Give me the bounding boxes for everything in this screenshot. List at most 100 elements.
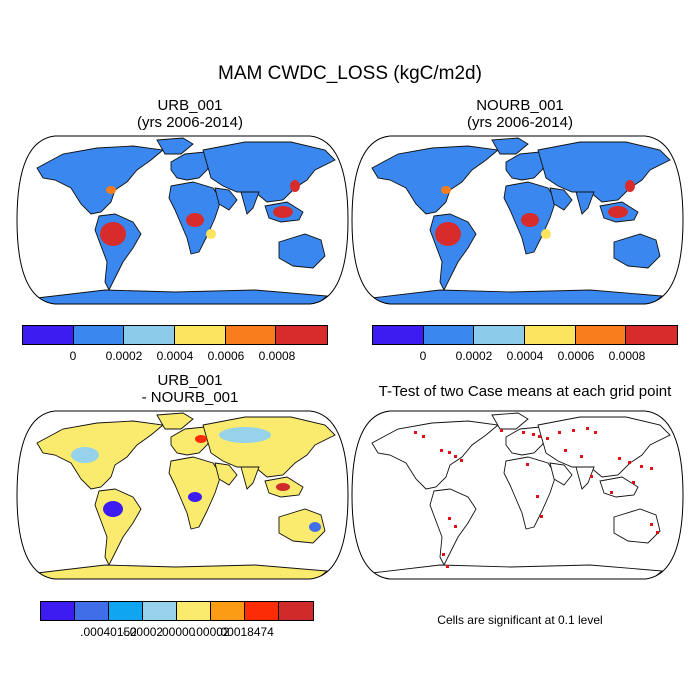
map-urb-congo-hotspot: [186, 213, 204, 227]
significant-cell-8: [532, 433, 535, 436]
significant-cell-4: [454, 455, 457, 458]
significant-cell-17: [640, 465, 643, 468]
significant-cell-14: [594, 431, 597, 434]
cbar-nourb-label-3: 0.0006: [557, 349, 595, 363]
cbar-urb-label-1: 0.0002: [105, 349, 143, 363]
map-urb-asia: [202, 141, 336, 203]
significant-cell-21: [442, 553, 445, 556]
map-diff-india: [240, 466, 260, 490]
significant-cell-24: [540, 515, 543, 518]
cbar-diff-label-0: .00040152: [80, 625, 137, 639]
map-ttest-south-america: [429, 488, 477, 567]
significant-cell-5: [460, 459, 463, 462]
cbar-diff-label-1: -.00002: [122, 625, 164, 639]
panel-ttest-title: T-Test of two Case means at each grid po…: [378, 383, 672, 400]
map-urb-indonesia-hotspot: [273, 206, 293, 218]
panel-urb-title: URB_001 (yrs 2006-2014): [35, 97, 345, 131]
map-diff-antarctica: [35, 564, 329, 579]
significant-cell-2: [440, 449, 443, 452]
map-diff-europe-increase: [195, 435, 207, 443]
map-nourb-antarctica: [370, 289, 664, 304]
cbar-urb-swatch-2: [124, 326, 175, 344]
significance-note: Cells are significant at 0.1 level: [437, 613, 603, 627]
significant-cell-12: [572, 429, 575, 432]
cbar-urb-label-4: 0.0008: [258, 349, 296, 363]
cbar-nourb-swatch-4: [575, 326, 627, 344]
map-diff-na-west-mix: [71, 447, 99, 463]
cbar-nourb-swatch-1: [423, 326, 475, 344]
panel-diff-title: URB_001 - NOURB_001: [35, 372, 345, 406]
cbar-urb-label-0: 0: [69, 349, 77, 363]
map-nourb-congo-hotspot: [521, 213, 539, 227]
map-diff-border: [16, 410, 349, 580]
map-nourb-europe: [505, 151, 549, 181]
map-ttest-asia: [537, 416, 671, 478]
significant-cell-29: [656, 531, 659, 534]
map-diff-north-america: [36, 420, 165, 490]
map-ttest-europe: [505, 426, 549, 456]
significant-cell-10: [546, 437, 549, 440]
cbar-nourb-swatch-5: [626, 326, 677, 344]
cbar-urb-swatch-1: [73, 326, 125, 344]
cbar-diff-label-2: .00000: [158, 625, 196, 639]
significant-cell-13: [586, 427, 589, 430]
panel-nourb-title-line2: (yrs 2006-2014): [467, 114, 573, 131]
cbar-diff-swatch-7: [279, 602, 313, 620]
cbar-urb-swatch-0: [23, 326, 74, 344]
cbar-diff-label-3: .00002: [192, 625, 230, 639]
map-nourb-southern-africa-mid: [541, 229, 551, 239]
significant-cell-20: [454, 525, 457, 528]
significant-cell-25: [590, 475, 593, 478]
map-nourb-asia: [537, 141, 671, 203]
map-urb-europe: [170, 151, 214, 181]
map-ttest-border: [351, 410, 684, 580]
map-diff-australia-east-decrease: [309, 522, 321, 532]
map-nourb-india: [575, 191, 595, 215]
cbar-diff-swatch-2: [109, 602, 143, 620]
map-nourb: [351, 135, 684, 305]
panel-nourb-title: NOURB_001 (yrs 2006-2014): [365, 97, 675, 131]
map-urb-arabia: [214, 187, 238, 211]
cbar-urb-swatch-3: [174, 326, 226, 344]
map-diff-europe: [170, 426, 214, 456]
significant-cell-15: [618, 457, 621, 460]
cbar-nourb-label-0: 0: [419, 349, 427, 363]
map-ttest-india: [575, 466, 595, 490]
map-urb: [16, 135, 349, 305]
map-urb-australia: [278, 233, 326, 269]
cbar-diff-swatch-6: [245, 602, 279, 620]
map-diff-australia: [278, 508, 326, 544]
cbar-diff-swatch-3: [143, 602, 177, 620]
significant-cell-32: [580, 455, 583, 458]
significant-cell-7: [522, 431, 525, 434]
map-urb-amazon-hotspot: [100, 222, 126, 246]
cbar-diff-swatch-0: [41, 602, 75, 620]
map-urb-southern-africa-mid: [206, 229, 216, 239]
map-nourb-arabia: [549, 187, 573, 211]
map-diff-indonesia-increase: [276, 483, 290, 491]
significant-cell-16: [628, 461, 631, 464]
map-nourb-indonesia-hotspot: [608, 206, 628, 218]
map-ttest-africa: [503, 456, 557, 530]
cbar-diff-swatch-5: [211, 602, 245, 620]
map-diff-asia-mix: [219, 427, 271, 443]
significant-cell-22: [446, 565, 449, 568]
significant-cell-0: [414, 431, 417, 434]
map-diff: [16, 410, 349, 580]
map-ttest-north-america: [371, 420, 500, 490]
cbar-diff-swatch-1: [75, 602, 109, 620]
significant-cell-30: [526, 463, 529, 466]
cbar-urb-swatch-4: [225, 326, 277, 344]
map-diff-arabia: [214, 462, 238, 486]
significant-cell-31: [564, 449, 567, 452]
map-ttest-se-asia-islands: [599, 476, 639, 498]
panel-urb-title-line1: URB_001: [157, 97, 223, 114]
panel-urb-title-line2: (yrs 2006-2014): [137, 114, 243, 131]
cbar-nourb-swatch-0: [373, 326, 424, 344]
map-urb-us-east-hotspot: [106, 186, 116, 194]
map-diff-congo-decrease: [188, 492, 202, 502]
cbar-nourb-swatch-3: [524, 326, 576, 344]
colorbar-nourb: [372, 325, 678, 345]
colorbar-urb: [22, 325, 328, 345]
map-ttest-australia: [613, 508, 661, 544]
